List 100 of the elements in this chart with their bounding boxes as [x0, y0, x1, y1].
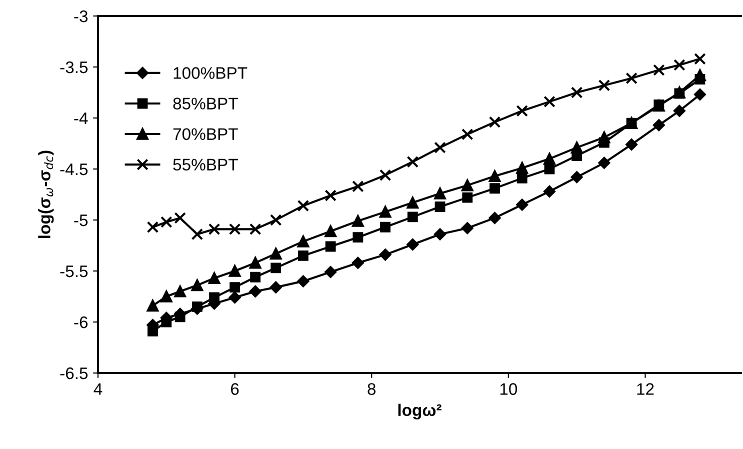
- y-tick-label: -6.5: [60, 367, 88, 380]
- point: [324, 266, 337, 278]
- point: [461, 222, 474, 234]
- point: [160, 216, 172, 228]
- point: [434, 202, 446, 212]
- point: [146, 300, 159, 312]
- point: [270, 214, 282, 226]
- point: [352, 256, 364, 269]
- point: [270, 262, 282, 274]
- point: [490, 183, 500, 194]
- point: [352, 215, 364, 227]
- point: [406, 196, 419, 209]
- x-tick-label: 4: [94, 383, 102, 395]
- point: [146, 221, 159, 234]
- point: [598, 79, 610, 92]
- point: [434, 142, 446, 154]
- point: [544, 164, 555, 174]
- x-tick-label: 6: [231, 383, 239, 395]
- point: [270, 248, 282, 260]
- legend-label: 70%BPT: [173, 128, 238, 140]
- point: [516, 172, 528, 184]
- y-tick-label: -3: [74, 10, 88, 22]
- point: [249, 223, 262, 236]
- point: [249, 256, 262, 269]
- point: [379, 169, 392, 182]
- point: [297, 236, 310, 248]
- point: [380, 222, 391, 232]
- point: [228, 223, 241, 236]
- point: [652, 119, 665, 132]
- point: [516, 198, 528, 211]
- point: [653, 64, 665, 76]
- point: [324, 190, 336, 202]
- point: [434, 228, 446, 240]
- point: [406, 156, 419, 168]
- point: [694, 69, 706, 82]
- point: [544, 96, 556, 108]
- point: [208, 272, 220, 284]
- y-tick-label: -5: [74, 214, 88, 226]
- point: [488, 212, 501, 224]
- point: [192, 301, 202, 312]
- point: [209, 292, 220, 303]
- point: [324, 225, 336, 238]
- point: [379, 206, 392, 218]
- point: [325, 241, 336, 252]
- y-tick-label: -5.5: [60, 266, 88, 278]
- point: [488, 170, 501, 182]
- point: [174, 212, 186, 224]
- point: [674, 59, 686, 71]
- point: [249, 285, 262, 298]
- y-tick-label: -4.5: [60, 164, 88, 176]
- point: [379, 248, 392, 261]
- point: [208, 223, 220, 236]
- point: [570, 171, 583, 184]
- legend-label: 100%BPT: [174, 67, 248, 79]
- point: [228, 292, 241, 304]
- point: [461, 179, 474, 192]
- point: [191, 279, 204, 292]
- x-axis-title: logω²: [398, 404, 442, 420]
- point: [488, 116, 501, 128]
- y-axis-title: log(σ$_{ω}$-σ$_{dc}$): [38, 150, 54, 238]
- point: [191, 228, 204, 240]
- point: [297, 200, 310, 212]
- point: [434, 188, 446, 200]
- legend-label: 55%BPT: [173, 158, 238, 171]
- point: [598, 131, 610, 144]
- y-tick-label: -4: [74, 112, 88, 124]
- x-tick-label: 12: [637, 383, 654, 395]
- point: [598, 156, 610, 169]
- point: [406, 238, 419, 250]
- point: [626, 138, 638, 150]
- point: [544, 185, 556, 198]
- point: [570, 142, 583, 154]
- point: [228, 265, 241, 277]
- point: [174, 312, 186, 322]
- point: [352, 232, 364, 243]
- point: [544, 152, 556, 165]
- point: [174, 285, 186, 298]
- point: [462, 192, 473, 203]
- point: [694, 88, 706, 100]
- point: [461, 128, 474, 140]
- point: [516, 104, 528, 117]
- y-tick-label: -3.5: [60, 61, 88, 74]
- point: [407, 212, 418, 222]
- point: [570, 86, 583, 98]
- point: [161, 316, 172, 328]
- point: [626, 72, 638, 84]
- point: [270, 281, 282, 294]
- point: [230, 282, 240, 293]
- point: [160, 290, 172, 302]
- x-tick-label: 8: [368, 383, 376, 395]
- point: [250, 272, 261, 282]
- point: [516, 162, 528, 174]
- point: [673, 104, 686, 117]
- point: [297, 275, 310, 288]
- y-tick-label: -6: [74, 316, 88, 328]
- point: [148, 326, 158, 336]
- point: [694, 52, 706, 65]
- legend-label: 85%BPT: [173, 98, 238, 110]
- point: [352, 180, 364, 192]
- x-tick-label: 10: [500, 383, 518, 395]
